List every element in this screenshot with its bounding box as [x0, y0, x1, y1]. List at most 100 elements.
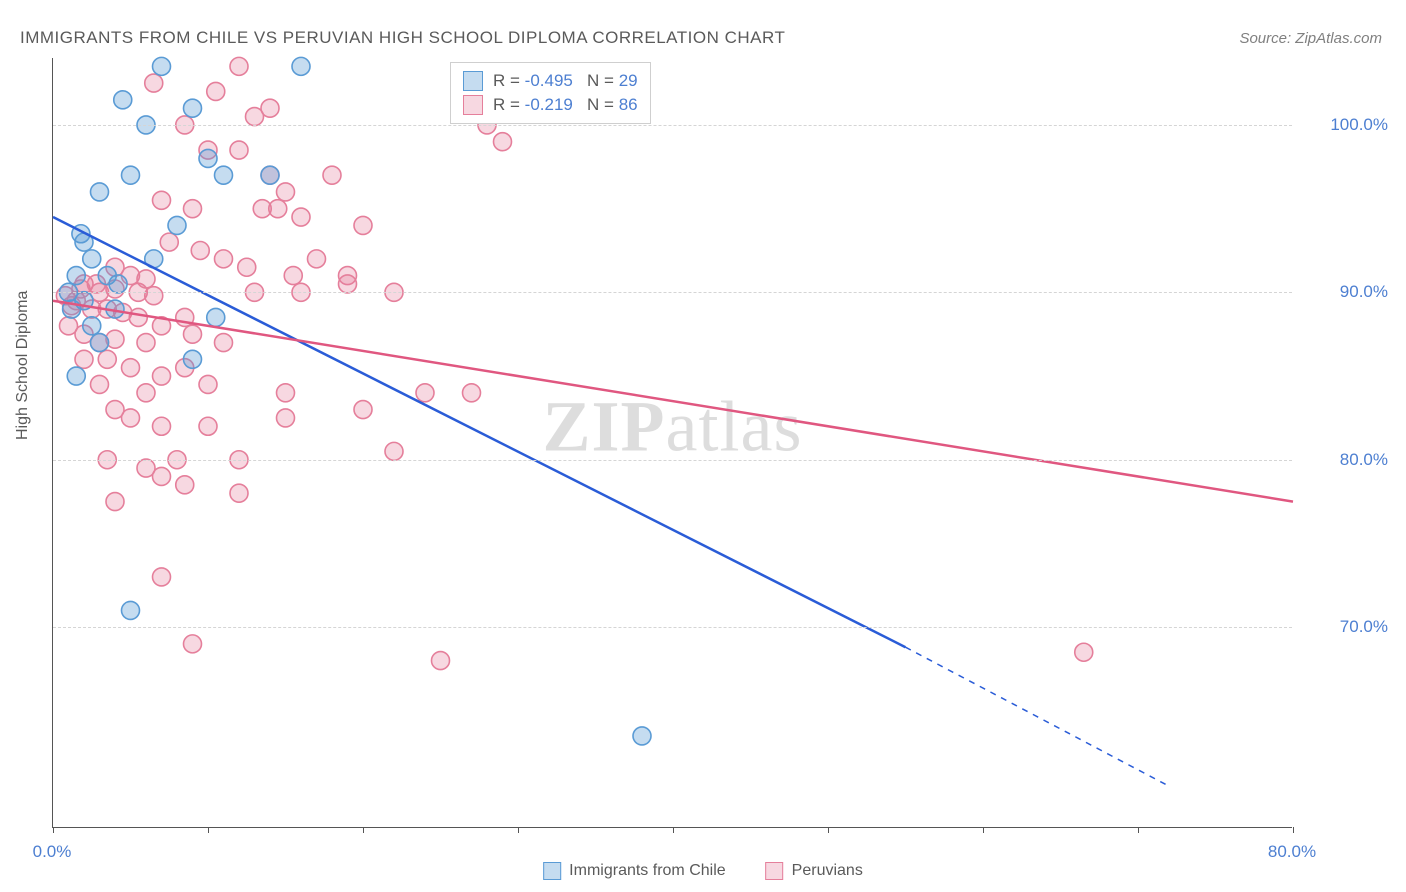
data-point [184, 200, 202, 218]
data-point [230, 484, 248, 502]
data-point [75, 350, 93, 368]
legend-label: Peruvians [792, 862, 863, 880]
stat-legend-text: R = -0.219 N = 86 [493, 95, 638, 115]
data-point [153, 367, 171, 385]
legend-label: Immigrants from Chile [569, 862, 725, 880]
data-point [67, 367, 85, 385]
legend-swatch [463, 71, 483, 91]
y-tick-label: 90.0% [1340, 282, 1388, 302]
data-point [184, 350, 202, 368]
data-point [91, 334, 109, 352]
y-tick-label: 100.0% [1330, 115, 1388, 135]
data-point [145, 287, 163, 305]
data-point [199, 417, 217, 435]
data-point [323, 166, 341, 184]
data-point [633, 727, 651, 745]
data-point [114, 91, 132, 109]
gridline-h [53, 292, 1292, 293]
trend-line-extrapolated [906, 647, 1170, 786]
data-point [168, 216, 186, 234]
data-point [184, 635, 202, 653]
source-attribution: Source: ZipAtlas.com [1239, 30, 1382, 47]
data-point [494, 133, 512, 151]
data-point [145, 74, 163, 92]
data-point [184, 99, 202, 117]
data-point [191, 242, 209, 260]
data-point [98, 350, 116, 368]
data-point [215, 166, 233, 184]
data-point [230, 141, 248, 159]
legend-item: Peruvians [766, 862, 863, 880]
x-tick-label: 80.0% [1268, 842, 1316, 862]
stat-legend-text: R = -0.495 N = 29 [493, 71, 638, 91]
data-point [292, 57, 310, 75]
data-point [432, 652, 450, 670]
x-tick-label: 0.0% [33, 842, 72, 862]
gridline-h [53, 460, 1292, 461]
data-point [354, 216, 372, 234]
data-point [91, 375, 109, 393]
data-point [207, 82, 225, 100]
data-point [153, 467, 171, 485]
gridline-h [53, 627, 1292, 628]
data-point [137, 334, 155, 352]
data-point [106, 493, 124, 511]
data-point [199, 149, 217, 167]
data-point [137, 384, 155, 402]
data-point [207, 308, 225, 326]
chart-title: IMMIGRANTS FROM CHILE VS PERUVIAN HIGH S… [20, 28, 785, 48]
data-point [230, 57, 248, 75]
x-tick [673, 827, 674, 833]
data-point [284, 267, 302, 285]
data-point [339, 275, 357, 293]
data-point [83, 250, 101, 268]
legend-swatch [543, 862, 561, 880]
data-point [176, 476, 194, 494]
data-point [385, 442, 403, 460]
data-point [122, 359, 140, 377]
y-tick-label: 80.0% [1340, 450, 1388, 470]
data-point [463, 384, 481, 402]
data-point [129, 308, 147, 326]
data-point [238, 258, 256, 276]
data-point [153, 191, 171, 209]
data-point [416, 384, 434, 402]
plot-area: ZIPatlas [52, 58, 1292, 828]
x-tick [828, 827, 829, 833]
data-point [308, 250, 326, 268]
data-point [109, 275, 127, 293]
data-point [277, 183, 295, 201]
data-point [269, 200, 287, 218]
data-point [153, 568, 171, 586]
data-point [83, 317, 101, 335]
legend-item: Immigrants from Chile [543, 862, 725, 880]
scatter-svg [53, 58, 1292, 827]
y-axis-label: High School Diploma [14, 291, 32, 440]
x-tick [1293, 827, 1294, 833]
data-point [122, 409, 140, 427]
data-point [67, 267, 85, 285]
legend-swatch [766, 862, 784, 880]
legend-swatch [463, 95, 483, 115]
trend-line [53, 301, 1293, 502]
data-point [122, 166, 140, 184]
x-tick [1138, 827, 1139, 833]
data-point [122, 601, 140, 619]
trend-line [53, 217, 906, 647]
data-point [137, 270, 155, 288]
gridline-h [53, 125, 1292, 126]
x-tick [208, 827, 209, 833]
data-point [153, 417, 171, 435]
stat-legend-row: R = -0.495 N = 29 [463, 69, 638, 93]
data-point [261, 166, 279, 184]
x-axis-legend: Immigrants from Chile Peruvians [543, 862, 863, 880]
stat-legend-row: R = -0.219 N = 86 [463, 93, 638, 117]
data-point [1075, 643, 1093, 661]
data-point [91, 183, 109, 201]
x-tick [53, 827, 54, 833]
x-tick [518, 827, 519, 833]
x-tick [363, 827, 364, 833]
data-point [184, 325, 202, 343]
data-point [277, 384, 295, 402]
data-point [215, 334, 233, 352]
